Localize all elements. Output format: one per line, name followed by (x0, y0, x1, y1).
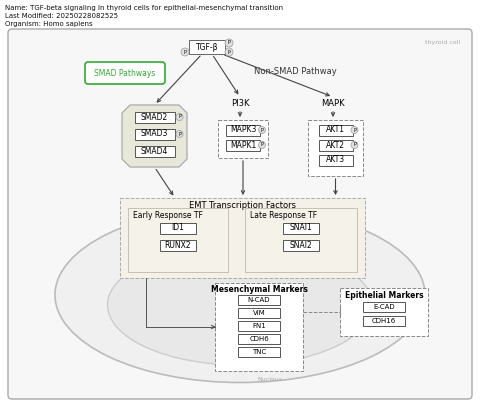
Text: SMAD3: SMAD3 (141, 130, 168, 139)
Text: P: P (228, 49, 230, 55)
Text: SNAI2: SNAI2 (289, 241, 312, 249)
Circle shape (176, 113, 183, 121)
Text: TNC: TNC (252, 349, 266, 355)
Bar (160, 239, 196, 251)
Text: N-CAD: N-CAD (248, 297, 270, 303)
Bar (238, 321, 280, 331)
Text: P: P (353, 143, 356, 147)
Bar (238, 308, 280, 318)
Circle shape (176, 130, 183, 138)
Text: AKT2: AKT2 (326, 141, 345, 149)
Bar (226, 124, 260, 136)
FancyBboxPatch shape (85, 62, 165, 84)
Bar (160, 222, 196, 234)
Bar (226, 139, 260, 151)
Bar (283, 239, 319, 251)
Text: SMAD2: SMAD2 (141, 113, 168, 121)
Text: Mesenchymal Markers: Mesenchymal Markers (211, 286, 307, 294)
FancyBboxPatch shape (8, 29, 472, 399)
Bar (319, 124, 352, 136)
Text: Nucleus: Nucleus (257, 377, 283, 382)
Circle shape (225, 48, 233, 56)
Text: P: P (183, 49, 186, 55)
Bar (189, 40, 225, 54)
Circle shape (181, 48, 189, 56)
Circle shape (259, 126, 265, 134)
Text: P: P (261, 128, 264, 132)
Text: Non-SMAD Pathway: Non-SMAD Pathway (253, 68, 336, 77)
Text: FN1: FN1 (252, 323, 266, 329)
Text: AKT3: AKT3 (326, 156, 345, 164)
Circle shape (351, 126, 358, 134)
Text: E-CAD: E-CAD (373, 304, 395, 310)
Text: P: P (178, 132, 181, 136)
Circle shape (259, 141, 265, 149)
Text: P: P (353, 128, 356, 132)
Text: PI3K: PI3K (231, 98, 249, 107)
Text: Organism: Homo sapiens: Organism: Homo sapiens (5, 21, 93, 27)
Bar (238, 334, 280, 344)
Bar (134, 111, 175, 122)
Bar (308, 120, 363, 176)
Bar (319, 139, 352, 151)
Bar (363, 316, 405, 326)
Bar (283, 222, 319, 234)
Bar (238, 347, 280, 357)
Bar (134, 145, 175, 156)
Text: SMAD Pathways: SMAD Pathways (94, 68, 156, 77)
Circle shape (351, 141, 358, 149)
Bar (245, 208, 357, 272)
Text: P: P (228, 40, 230, 45)
Ellipse shape (108, 245, 372, 365)
Text: Late Response TF: Late Response TF (250, 211, 317, 220)
Text: MAPK: MAPK (321, 98, 345, 107)
Bar (128, 208, 228, 272)
Text: CDH16: CDH16 (372, 318, 396, 324)
Text: RUNX2: RUNX2 (165, 241, 192, 249)
Bar (134, 128, 175, 139)
Bar (238, 295, 280, 305)
Text: CDH6: CDH6 (249, 336, 269, 342)
Text: Epithelial Markers: Epithelial Markers (345, 290, 423, 300)
Bar (218, 120, 268, 158)
Text: ID1: ID1 (171, 224, 184, 232)
Text: SNAI1: SNAI1 (289, 224, 312, 232)
Text: Last Modified: 20250228082525: Last Modified: 20250228082525 (5, 13, 118, 19)
Bar (120, 198, 365, 278)
Ellipse shape (55, 207, 425, 382)
Text: thyroid cell: thyroid cell (425, 40, 460, 45)
Text: MAPK1: MAPK1 (230, 141, 256, 149)
Text: EMT Transcription Factors: EMT Transcription Factors (189, 202, 296, 211)
Bar (340, 288, 428, 336)
Text: Name: TGF-beta signaling in thyroid cells for epithelial-mesenchymal transition: Name: TGF-beta signaling in thyroid cell… (5, 5, 283, 11)
Text: P: P (178, 115, 181, 119)
Circle shape (225, 39, 233, 47)
Bar (363, 302, 405, 312)
Text: VIM: VIM (252, 310, 265, 316)
Text: Early Response TF: Early Response TF (133, 211, 203, 220)
Bar (319, 154, 352, 166)
Text: AKT1: AKT1 (326, 126, 345, 134)
Bar (215, 283, 303, 371)
Text: P: P (261, 143, 264, 147)
Text: SMAD4: SMAD4 (141, 147, 168, 156)
Polygon shape (122, 105, 187, 167)
Text: MAPK3: MAPK3 (230, 126, 256, 134)
Text: TGF-β: TGF-β (196, 43, 218, 51)
